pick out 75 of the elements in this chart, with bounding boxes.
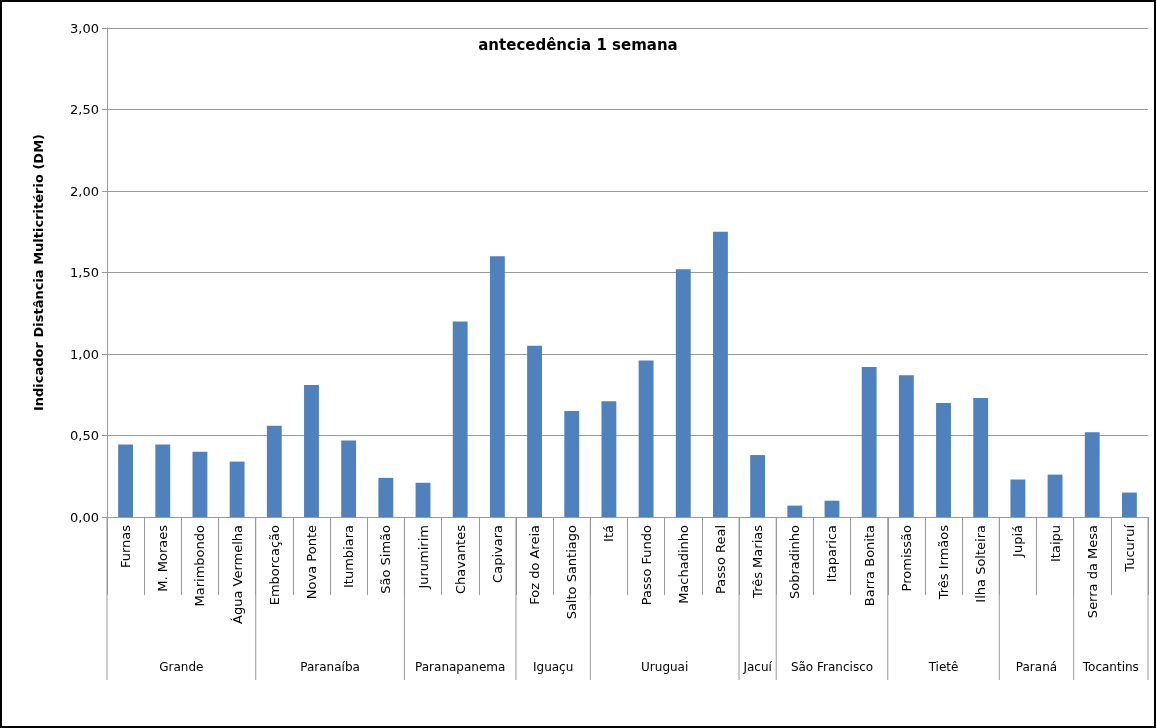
text: Paraná xyxy=(1015,660,1058,674)
x-tick-label: Passo Fundo xyxy=(638,524,654,606)
y-tick-label: 2,50 xyxy=(70,102,99,117)
bar xyxy=(192,451,208,517)
x-tick-label: Três Irmãos xyxy=(936,524,952,601)
bar xyxy=(489,256,505,517)
bar xyxy=(1047,474,1063,517)
x-tick-label: Sobradinho xyxy=(787,524,803,600)
bar xyxy=(452,321,468,517)
bar xyxy=(378,477,394,517)
bar xyxy=(750,455,766,517)
x-tick-label: São Simão xyxy=(378,524,394,594)
text: Paranaíba xyxy=(300,660,360,674)
bar xyxy=(973,398,989,517)
y-axis-title: Indicador Distância Multicritério (DM) xyxy=(31,133,46,412)
bar xyxy=(527,345,542,517)
bar xyxy=(675,269,691,517)
bar xyxy=(341,440,357,517)
text: Grande xyxy=(159,660,204,674)
x-tick-label: Chavantes xyxy=(452,524,468,595)
x-tick-label: Furnas xyxy=(118,524,134,569)
text: São Francisco xyxy=(790,660,874,674)
bar xyxy=(898,375,914,517)
x-tick-label: Passo Real xyxy=(712,525,728,594)
bar xyxy=(638,360,654,517)
x-tick-label: M. Moraes xyxy=(155,524,171,592)
x-tick-label: Emborcação xyxy=(266,524,282,606)
x-tick-label: Serra da Mesa xyxy=(1084,525,1100,619)
bar xyxy=(564,411,580,517)
x-tick-label: Salto Santiago xyxy=(564,524,580,620)
bar xyxy=(601,401,617,517)
x-tick-label: Itaparica xyxy=(824,525,840,583)
bar xyxy=(1010,479,1026,517)
bar xyxy=(229,461,245,517)
bar xyxy=(787,505,803,517)
x-tick-label: Marimbondo xyxy=(192,524,208,607)
bar xyxy=(713,231,728,517)
x-tick-label: Itaipu xyxy=(1047,525,1063,563)
text: antecedência 1 semana xyxy=(478,35,678,54)
x-tick-label: Itumbiara xyxy=(341,525,357,588)
x-tick-label: Água Vermelha xyxy=(229,525,245,624)
text: Tocantins xyxy=(1081,660,1139,674)
x-tick-label: Foz do Areia xyxy=(527,525,543,605)
x-tick-label: Tucuruí xyxy=(1121,524,1137,573)
text: Jacuí xyxy=(742,660,773,674)
x-tick-label: Jupiá xyxy=(1010,525,1026,558)
x-tick-label: Itá xyxy=(601,525,617,542)
bar xyxy=(861,367,877,517)
bar xyxy=(304,384,319,517)
y-tick-label: 3,00 xyxy=(70,20,99,36)
bar xyxy=(415,482,431,517)
x-tick-label: Machadinho xyxy=(675,524,691,604)
bar xyxy=(266,425,282,517)
x-tick-label: Capivara xyxy=(489,525,505,583)
bar xyxy=(936,402,951,517)
x-tick-label: Jurumirim xyxy=(415,525,431,590)
text: Iguaçu xyxy=(532,660,574,674)
x-tick-label: Ilha Solteira xyxy=(973,525,989,603)
x-tick-label: Nova Ponte xyxy=(303,525,319,600)
y-tick-label: 2,00 xyxy=(70,183,99,199)
bar xyxy=(1121,492,1137,517)
x-tick-label: Três Marias xyxy=(750,524,766,599)
text: Tietê xyxy=(927,660,959,674)
bar xyxy=(118,444,134,517)
y-tick-label: 1,00 xyxy=(70,346,99,362)
x-tick-label: Promissão xyxy=(898,524,914,592)
text: Paranapanema xyxy=(415,660,506,674)
bar xyxy=(155,444,171,517)
y-tick-label: 0,50 xyxy=(70,428,99,443)
y-tick-label: 1,50 xyxy=(70,265,99,280)
text: Uruguai xyxy=(641,660,689,674)
x-tick-label: Barra Bonita xyxy=(861,525,877,607)
bar xyxy=(824,500,840,517)
y-tick-label: 0,00 xyxy=(70,509,99,525)
bar xyxy=(1084,432,1100,517)
